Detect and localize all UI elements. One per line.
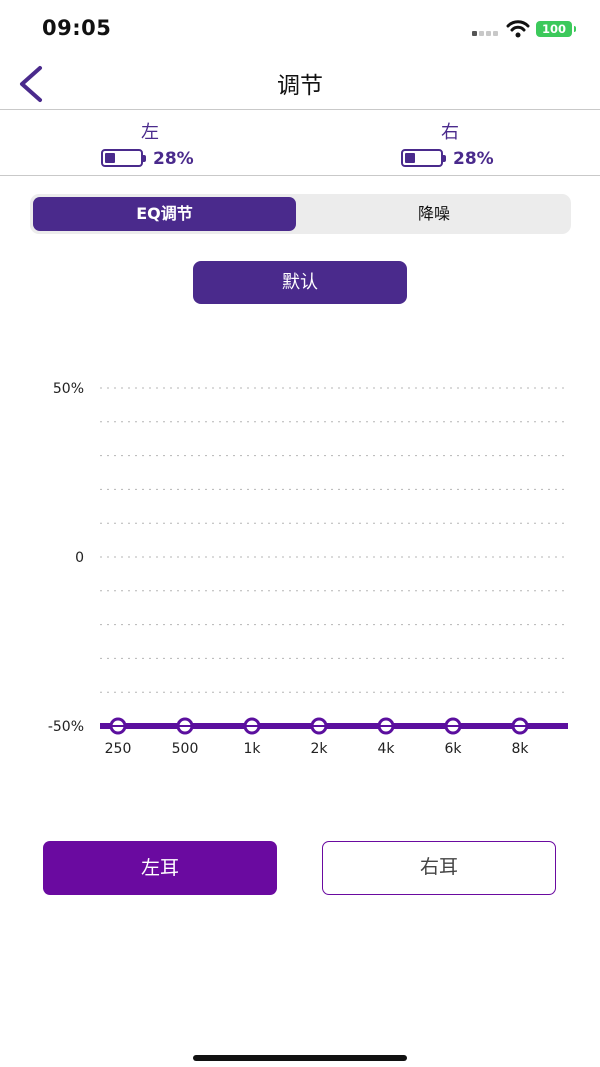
status-time: 09:05 <box>42 16 112 40</box>
cellular-signal-icon <box>472 28 500 36</box>
home-indicator <box>193 1055 407 1061</box>
divider <box>0 109 600 110</box>
y-tick-label: -50% <box>48 719 84 735</box>
x-tick-label: 4k <box>377 741 395 757</box>
right-earbud-battery-icon <box>401 149 446 167</box>
x-tick-label: 500 <box>172 741 199 757</box>
divider <box>0 175 600 176</box>
mode-segmented-control: EQ调节 降噪 <box>30 194 571 234</box>
eq-chart: 50% 0 -50% 250 500 1k 2k 4k 6k 8k <box>0 360 600 780</box>
x-tick-label: 6k <box>444 741 462 757</box>
left-earbud-label: 左 <box>141 122 159 143</box>
default-button[interactable]: 默认 <box>193 261 407 304</box>
wifi-icon <box>506 20 530 38</box>
left-ear-button[interactable]: 左耳 <box>43 841 277 895</box>
left-earbud-battery-icon <box>101 149 146 167</box>
y-tick-label: 50% <box>53 381 84 397</box>
y-tick-label: 0 <box>75 550 84 566</box>
status-battery-icon: 100 <box>536 21 576 37</box>
left-battery-percent: 28% <box>153 149 194 169</box>
tab-eq[interactable]: EQ调节 <box>33 197 296 231</box>
right-ear-button[interactable]: 右耳 <box>322 841 556 895</box>
back-button[interactable] <box>12 62 52 106</box>
x-tick-label: 2k <box>310 741 328 757</box>
eq-chart-svg: 50% 0 -50% 250 500 1k 2k 4k 6k 8k <box>48 381 568 757</box>
x-tick-label: 1k <box>243 741 261 757</box>
x-tick-label: 8k <box>511 741 529 757</box>
right-battery-percent: 28% <box>453 149 494 169</box>
tab-noise-reduction[interactable]: 降噪 <box>417 204 450 223</box>
x-tick-label: 250 <box>105 741 132 757</box>
chevron-left-icon <box>20 66 42 102</box>
page-title: 调节 <box>277 73 323 99</box>
right-earbud-label: 右 <box>441 122 459 143</box>
left-battery-level <box>105 153 115 163</box>
right-battery-level <box>405 153 415 163</box>
